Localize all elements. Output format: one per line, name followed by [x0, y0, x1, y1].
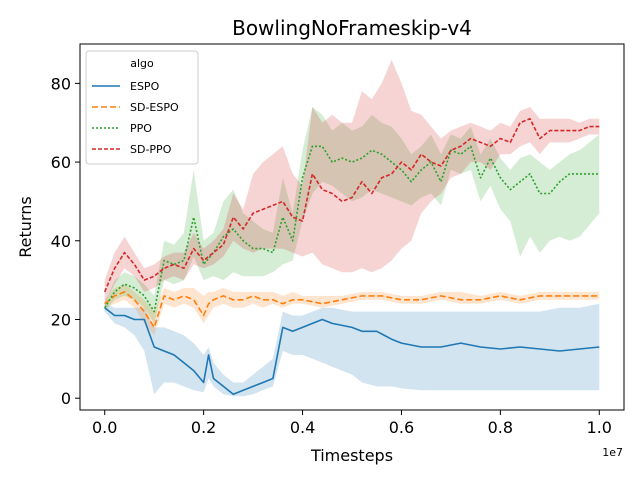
- y-tick-label: 60: [51, 153, 71, 172]
- x-tick-label: 0.6: [389, 418, 414, 437]
- x-axis-offset-label: 1e7: [602, 446, 623, 459]
- band-ppo: [104, 107, 600, 324]
- legend-label-sd-espo: SD-ESPO: [130, 101, 179, 114]
- band-sd-ppo: [104, 59, 600, 304]
- line-ppo: [104, 145, 600, 313]
- x-tick-label: 0.8: [488, 418, 513, 437]
- confidence-bands: [104, 59, 600, 397]
- x-tick-label: 1.0: [587, 418, 612, 437]
- legend-label-espo: ESPO: [130, 80, 160, 93]
- series-lines: [103, 118, 600, 396]
- legend-label-sd-ppo: SD-PPO: [130, 143, 172, 156]
- x-axis-label: Timesteps: [310, 446, 393, 465]
- band-sd-espo: [104, 284, 600, 336]
- x-tick-label: 0.0: [92, 418, 117, 437]
- chart-title: BowlingNoFrameskip-v4: [232, 16, 472, 40]
- y-axis-label: Returns: [16, 196, 35, 257]
- y-tick-label: 40: [51, 232, 71, 251]
- x-tick-label: 0.2: [191, 418, 216, 437]
- legend-label-ppo: PPO: [130, 122, 152, 135]
- legend-title: algo: [130, 57, 154, 70]
- legend-entries: ESPO SD-ESPO PPO SD-PPO: [92, 80, 179, 156]
- x-tick-label: 0.4: [290, 418, 315, 437]
- legend: algo ESPO SD-ESPO PPO SD-PPO: [85, 50, 199, 165]
- legend-box: [85, 50, 199, 165]
- x-axis-ticks: 0.0 0.2 0.4 0.6 0.8 1.0: [92, 410, 612, 437]
- y-tick-label: 80: [51, 74, 71, 93]
- y-tick-label: 0: [61, 389, 71, 408]
- y-tick-label: 20: [51, 310, 71, 329]
- y-axis-ticks: 0 20 40 60 80: [51, 74, 80, 408]
- line-espo: [104, 307, 600, 396]
- line-sd-espo: [104, 291, 600, 329]
- line-sd-ppo: [103, 118, 600, 293]
- band-espo: [104, 303, 600, 397]
- plot-frame: [79, 43, 625, 411]
